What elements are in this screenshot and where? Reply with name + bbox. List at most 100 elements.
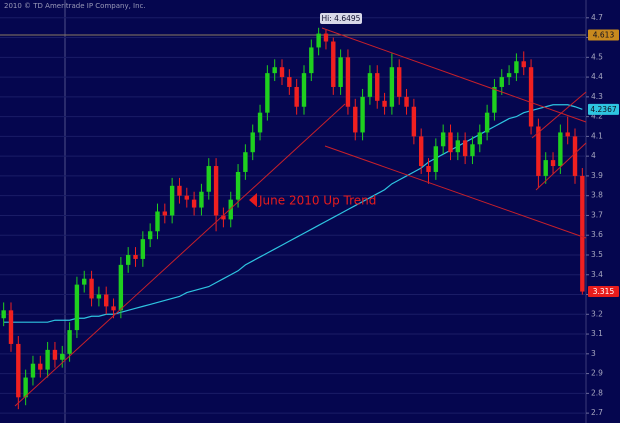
candle-body [213, 166, 219, 216]
mini-channel-bottom [535, 142, 587, 191]
candle-body [543, 160, 548, 176]
candle-body [96, 294, 102, 299]
y-tick-label: 3.6 [591, 230, 603, 239]
copyright: 2010 © TD Ameritrade IP Company, Inc. [4, 2, 146, 10]
candle-body [16, 343, 21, 398]
candle-body [147, 231, 153, 240]
price-axis: 2.72.82.933.13.23.33.43.53.63.73.83.944.… [586, 13, 619, 417]
y-tick-label: 3 [591, 349, 596, 358]
y-tick-label: 3.1 [591, 329, 603, 338]
candle-body [250, 132, 255, 153]
candle-body [301, 73, 307, 107]
price-label: 4.613 [593, 30, 615, 39]
candle-body [470, 144, 475, 157]
candle-body [397, 67, 402, 97]
price-label-box [588, 286, 619, 298]
candle-body [411, 106, 417, 137]
candle-body [177, 185, 182, 196]
candle-body [184, 195, 189, 200]
candle-body [367, 73, 373, 97]
candle-body [514, 61, 519, 74]
candle-body [338, 57, 343, 87]
y-tick-label: 4.1 [591, 131, 603, 140]
y-tick-label: 4.4 [591, 72, 603, 81]
y-tick-label: 3.2 [591, 309, 603, 318]
high-label-box [320, 13, 362, 24]
y-tick-label: 4 [591, 151, 596, 160]
trend-label: June 2010 Up Trend [258, 194, 376, 208]
channel-top [321, 27, 587, 123]
candle-body [169, 185, 175, 216]
candle-body [440, 132, 446, 147]
candle-body [506, 73, 512, 78]
candle-body [550, 160, 556, 167]
trend-lines [14, 27, 587, 407]
candle-body [294, 86, 299, 107]
price-label-box [588, 29, 619, 41]
candle-body [82, 278, 87, 285]
candle-body [353, 106, 358, 133]
y-tick-label: 3.5 [591, 250, 603, 259]
candle-body [426, 166, 431, 172]
candle-body [243, 152, 248, 172]
candle-body [572, 136, 578, 176]
candle-body [45, 349, 50, 370]
candle-body [499, 77, 504, 87]
candle-body [235, 171, 241, 200]
candle-body [257, 112, 263, 133]
y-tick-label: 3.9 [591, 171, 603, 180]
channel-bottom [324, 145, 587, 239]
y-tick-label: 2.9 [591, 369, 603, 378]
y-tick-label: 4.5 [591, 52, 603, 61]
candle-body [323, 33, 329, 42]
candle-body [23, 377, 28, 398]
y-tick-label: 4.2 [591, 112, 603, 121]
y-tick-label: 3.4 [591, 270, 603, 279]
candle-body [375, 73, 380, 101]
candle-body [448, 132, 453, 153]
candle-body [492, 86, 497, 113]
price-label-box [588, 103, 619, 115]
candle-body [536, 126, 541, 176]
candle-body [309, 47, 314, 74]
mini-channel-top [531, 91, 587, 139]
candle-body [67, 330, 72, 354]
y-tick-label: 2.8 [591, 388, 603, 397]
candle-body [30, 363, 36, 378]
candle-body [528, 67, 534, 127]
candle-body [155, 211, 160, 232]
candle-body [477, 132, 482, 145]
price-label: 4.2367 [590, 105, 616, 114]
candle-body [60, 353, 65, 360]
y-tick-label: 4.3 [591, 92, 603, 101]
high-label: Hi: 4.6495 [322, 14, 361, 23]
candle-body [484, 112, 490, 133]
candle-body [382, 100, 387, 107]
candle-body [1, 310, 6, 319]
candle-body [8, 310, 14, 344]
price-label: 3.315 [593, 287, 615, 296]
y-tick-label: 3.7 [591, 210, 603, 219]
candle-body [580, 175, 585, 292]
candle-body [521, 61, 526, 68]
candle-body [140, 239, 146, 259]
candle-body [125, 254, 131, 265]
candle-body [455, 140, 461, 153]
trend-marker [249, 193, 257, 207]
candle-body [104, 294, 109, 307]
candle-body [265, 73, 270, 113]
candles [1, 27, 585, 410]
candle-body [74, 284, 80, 331]
candle-body [558, 132, 563, 167]
candle-body [389, 67, 395, 107]
candle-body [418, 136, 424, 167]
candle-body [565, 132, 570, 137]
candle-body [118, 264, 124, 311]
candle-body [462, 140, 468, 157]
candle-body [433, 146, 439, 172]
candle-body [316, 33, 321, 48]
candle-body [279, 67, 285, 78]
up-trend-line [14, 103, 346, 407]
candle-body [162, 211, 168, 216]
